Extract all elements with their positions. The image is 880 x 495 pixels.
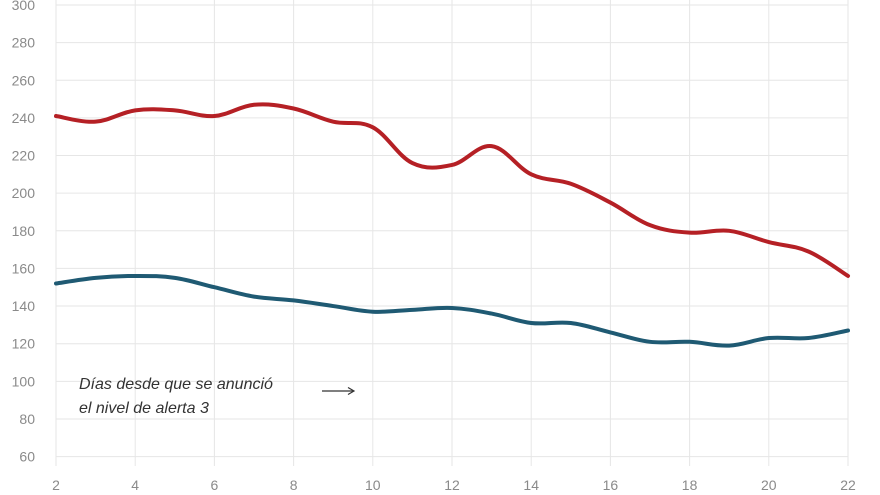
annotation: Días desde que se anunció el nivel de al… bbox=[79, 376, 356, 417]
x-tick-label: 20 bbox=[761, 477, 777, 493]
x-tick-label: 14 bbox=[523, 477, 539, 493]
y-tick-label: 260 bbox=[12, 72, 36, 88]
x-tick-label: 12 bbox=[444, 477, 460, 493]
y-tick-label: 60 bbox=[19, 449, 35, 465]
x-tick-label: 16 bbox=[603, 477, 619, 493]
x-tick-label: 10 bbox=[365, 477, 381, 493]
y-tick-label: 220 bbox=[12, 148, 36, 164]
x-tick-label: 6 bbox=[211, 477, 219, 493]
x-tick-label: 18 bbox=[682, 477, 698, 493]
series-lines bbox=[54, 102, 850, 348]
y-tick-label: 200 bbox=[12, 185, 36, 201]
y-tick-label: 100 bbox=[12, 373, 36, 389]
y-tick-label: 80 bbox=[19, 411, 35, 427]
y-tick-label: 140 bbox=[12, 298, 36, 314]
grid bbox=[55, 0, 849, 466]
y-tick-label: 120 bbox=[12, 336, 36, 352]
y-tick-label: 180 bbox=[12, 223, 36, 239]
axes: 60 80 100 120 140 160 180 200 220 240 260 280 300 2 4 6… bbox=[12, 0, 856, 493]
annotation-line-1: Días desde que se anunció bbox=[79, 376, 273, 393]
y-tick-label: 300 bbox=[12, 0, 36, 13]
annotation-line-2: el nivel de alerta 3 bbox=[79, 400, 209, 417]
y-tick-label: 280 bbox=[12, 35, 36, 51]
y-tick-label: 160 bbox=[12, 260, 36, 276]
y-tick-label: 240 bbox=[12, 110, 36, 126]
annotation-arrow-icon bbox=[322, 386, 356, 396]
x-tick-label: 4 bbox=[131, 477, 139, 493]
x-tick-label: 2 bbox=[52, 477, 60, 493]
x-tick-label: 22 bbox=[840, 477, 856, 493]
x-tick-label: 8 bbox=[290, 477, 298, 493]
series-line-red bbox=[54, 102, 850, 278]
series-line-blue bbox=[54, 273, 850, 348]
